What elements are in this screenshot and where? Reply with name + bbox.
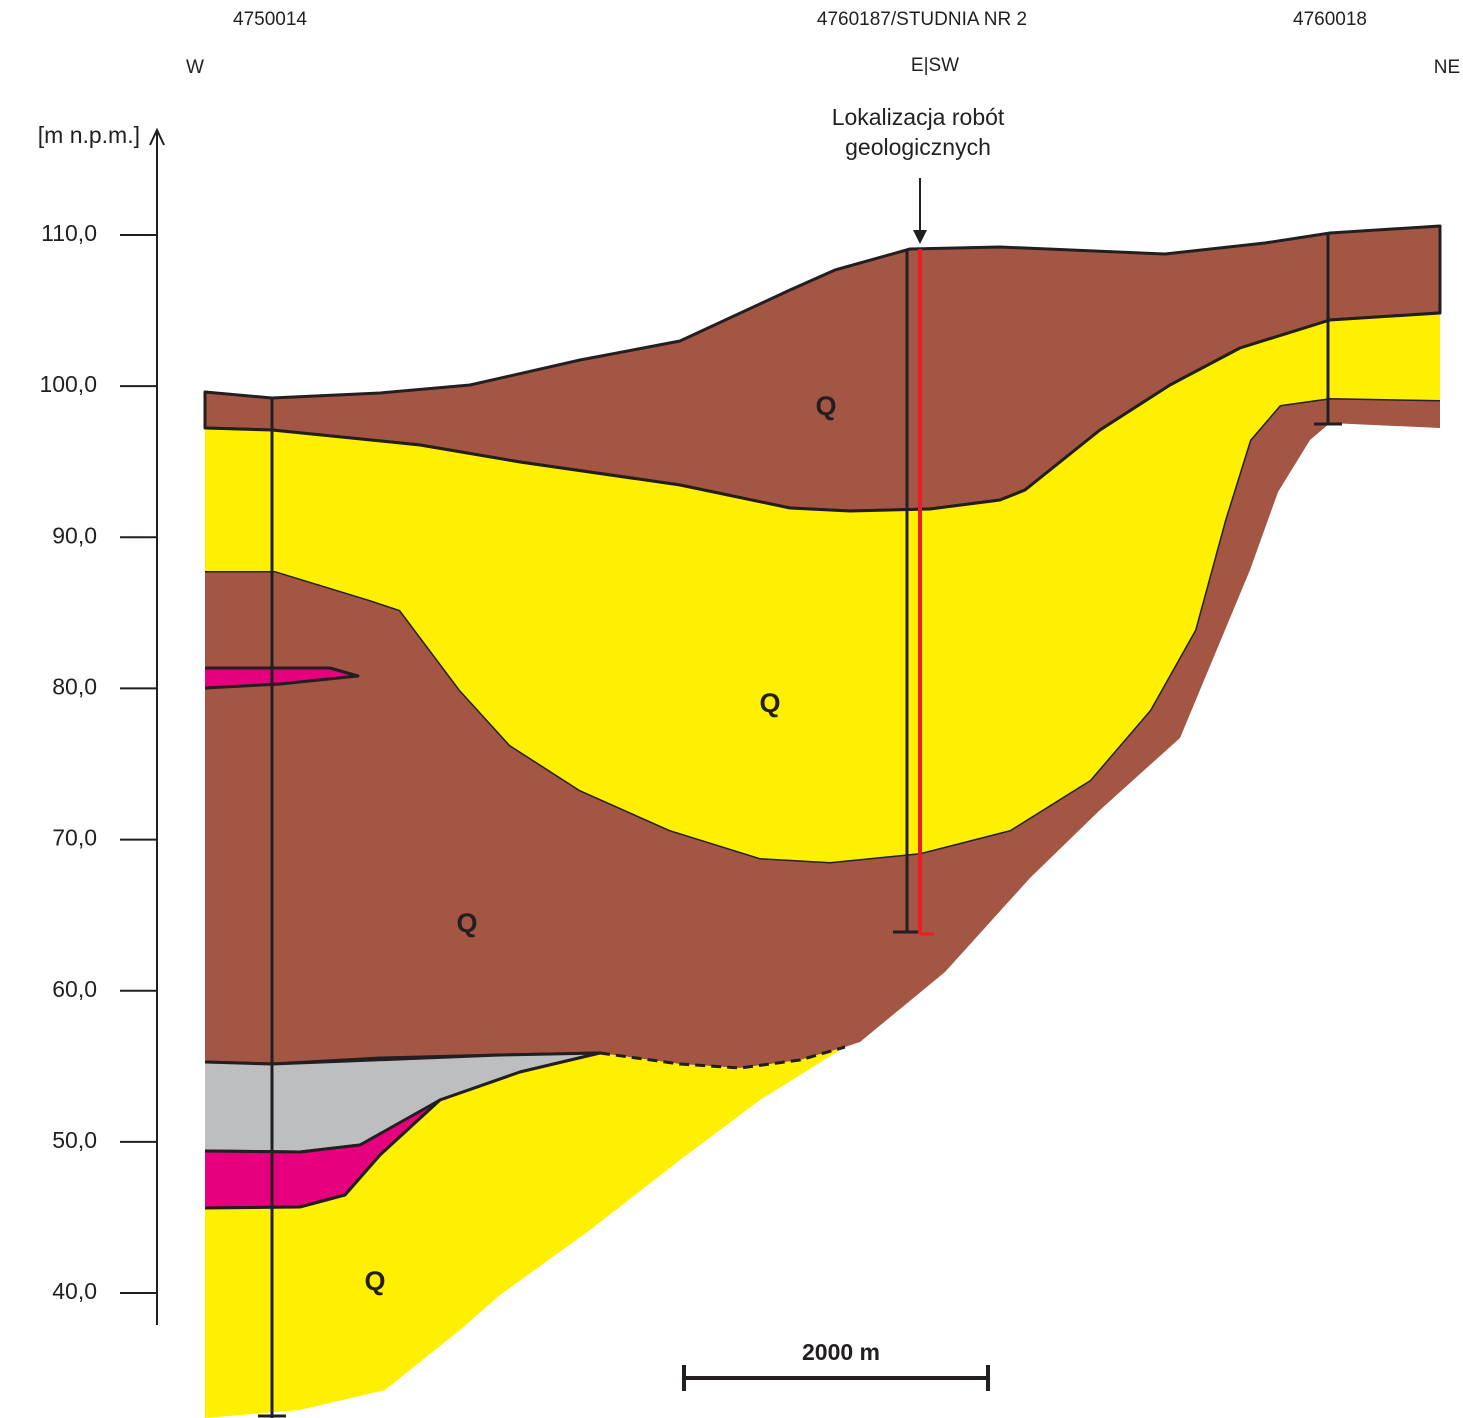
- layer-lens: [204, 666, 360, 690]
- tick-label: 60,0: [52, 976, 97, 1002]
- unit-label: Q: [456, 908, 477, 938]
- scale-label: 2000 m: [802, 1339, 880, 1365]
- tick-label: 40,0: [52, 1278, 97, 1304]
- direction: NE: [1434, 57, 1460, 78]
- layer-sand-lower: [205, 1047, 845, 1418]
- borehole-label: 4750014: [233, 9, 307, 30]
- boundary-sand-top: [204, 311, 1441, 513]
- layer-sand-main: [205, 313, 1440, 862]
- tick-label: 70,0: [52, 825, 97, 851]
- annotation: geologicznych: [845, 134, 991, 160]
- tick-label: 100,0: [39, 371, 97, 397]
- axis-label: [m n.p.m.]: [38, 122, 140, 148]
- unit-label: Q: [759, 688, 780, 718]
- borehole-label: 4760187/STUDNIA NR 2: [817, 9, 1027, 30]
- direction: W: [186, 57, 204, 78]
- axis-arrow: [149, 127, 165, 146]
- tick-label: 80,0: [52, 674, 97, 700]
- tick-label: 90,0: [52, 522, 97, 548]
- tick-label: 110,0: [41, 220, 97, 246]
- unit-label: Q: [815, 391, 836, 421]
- boundary-sand-lower: [204, 1051, 601, 1210]
- boundary-dashed: [599, 1045, 846, 1070]
- direction: E|SW: [911, 55, 959, 76]
- annotation: Lokalizacja robót: [832, 104, 1005, 130]
- boreholes: [258, 233, 1342, 1418]
- layer-clay-middle: [205, 398, 1440, 1068]
- unit-label: Q: [364, 1266, 385, 1296]
- borehole-label: 4760018: [1293, 9, 1367, 30]
- layers: [203, 224, 1442, 1418]
- pointer-head: [913, 230, 927, 244]
- tick-label: 50,0: [52, 1127, 97, 1153]
